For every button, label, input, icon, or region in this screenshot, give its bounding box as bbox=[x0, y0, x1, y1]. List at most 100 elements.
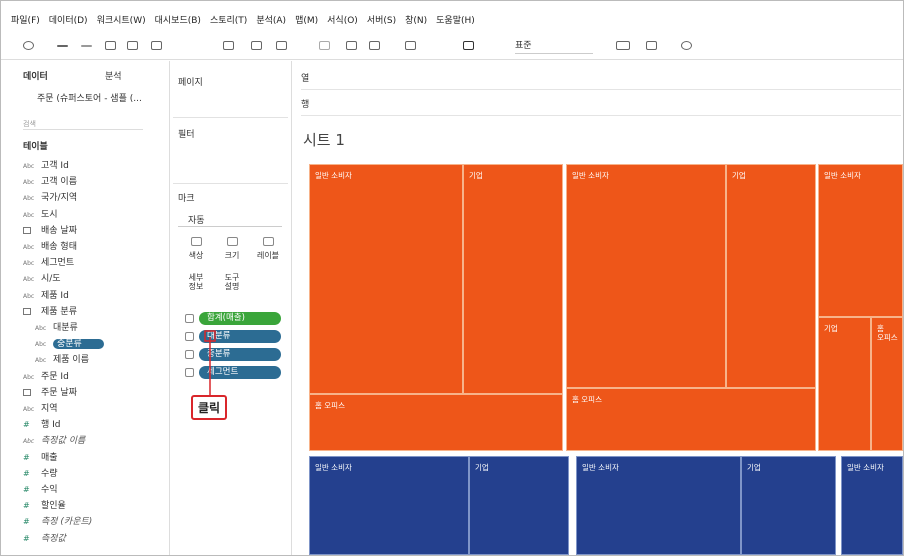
treemap-cell[interactable]: 일반 소비자 bbox=[309, 456, 469, 555]
presentation-button[interactable] bbox=[646, 41, 657, 50]
analysis-tab[interactable]: 분석 bbox=[105, 72, 122, 82]
treemap-cell[interactable]: 일반 소비자 bbox=[576, 456, 741, 555]
treemap-cell[interactable]: 홈 오피스 bbox=[309, 394, 563, 451]
field-row[interactable]: Abc 대분류 bbox=[35, 321, 78, 335]
field-type: Abc bbox=[23, 373, 35, 381]
treemap-cell[interactable]: 기업 bbox=[469, 456, 569, 555]
show-cards-button[interactable] bbox=[616, 41, 630, 50]
new-sheet-button[interactable] bbox=[151, 41, 162, 50]
field-name: 주문 Id bbox=[41, 371, 69, 382]
sort-asc-button[interactable] bbox=[346, 41, 357, 50]
label-button[interactable] bbox=[463, 41, 474, 50]
pill-icon bbox=[185, 350, 194, 359]
pages-card: 페이지 bbox=[173, 67, 288, 118]
pill[interactable]: 중분류 bbox=[199, 348, 281, 361]
menu-item[interactable]: 분석(A) bbox=[256, 16, 287, 26]
pill[interactable]: 세그먼트 bbox=[199, 366, 281, 379]
field-row[interactable]: # 측정 (카운트) bbox=[23, 515, 92, 529]
treemap-cell[interactable]: 일반 소비자 bbox=[841, 456, 903, 555]
search-box[interactable]: 검색 bbox=[23, 119, 143, 130]
treemap-cell[interactable]: 기업 bbox=[463, 164, 563, 394]
menu-item[interactable]: 대시보드(B) bbox=[154, 16, 201, 26]
field-row[interactable]: # 행 Id bbox=[23, 418, 61, 432]
treemap-cell[interactable]: 홈 오피스 bbox=[871, 317, 903, 451]
field-row[interactable]: # 할인율 bbox=[23, 499, 66, 513]
mark-button[interactable]: 세부 정보 bbox=[188, 273, 204, 291]
treemap-label: 기업 bbox=[732, 171, 746, 180]
toolbar-icon[interactable] bbox=[319, 41, 330, 50]
field-row[interactable]: 배송 날짜 bbox=[23, 224, 77, 238]
field-row[interactable]: Abc 국가/지역 bbox=[23, 191, 77, 205]
field-type: Abc bbox=[23, 179, 35, 187]
field-type: Abc bbox=[23, 244, 35, 251]
field-name: 중분류 bbox=[53, 339, 104, 350]
menu-item[interactable]: 서식(O) bbox=[327, 16, 358, 26]
save-button[interactable] bbox=[105, 41, 116, 50]
field-name: 도시 bbox=[41, 209, 58, 220]
field-row[interactable]: Abc 고객 Id bbox=[23, 159, 69, 173]
treemap-cell[interactable]: 일반 소비자 bbox=[818, 164, 903, 317]
field-row[interactable]: # 측정값 bbox=[23, 532, 66, 546]
field-row[interactable]: Abc 제품 이름 bbox=[35, 353, 89, 367]
mark-button[interactable]: 색상 bbox=[188, 251, 204, 260]
menu-item[interactable]: 데이터(D) bbox=[48, 16, 88, 26]
pill-icon bbox=[185, 314, 194, 323]
field-row[interactable]: Abc 고객 이름 bbox=[23, 175, 77, 189]
field-row[interactable]: Abc 중분류 bbox=[35, 337, 104, 351]
treemap-cell[interactable]: 기업 bbox=[741, 456, 836, 555]
field-row[interactable]: Abc 제품 Id bbox=[23, 289, 69, 303]
treemap-cell[interactable]: 홈 오피스 bbox=[566, 388, 816, 451]
menu-item[interactable]: 도움말(H) bbox=[436, 16, 475, 26]
field-row[interactable]: # 수량 bbox=[23, 467, 58, 481]
new-datasource-button[interactable] bbox=[127, 41, 138, 50]
mark-button[interactable]: 레이블 bbox=[256, 251, 280, 260]
toolbar-icon[interactable] bbox=[276, 41, 287, 50]
field-row[interactable]: Abc 주문 Id bbox=[23, 370, 69, 384]
menu-item[interactable]: 맵(M) bbox=[295, 16, 319, 26]
format-dropdown[interactable]: 표준 bbox=[515, 39, 593, 54]
menu-item[interactable]: 서버(S) bbox=[366, 16, 397, 26]
treemap-cell[interactable]: 기업 bbox=[726, 164, 816, 388]
field-row[interactable]: 제품 분류 bbox=[23, 305, 77, 319]
sort-desc-button[interactable] bbox=[369, 41, 380, 50]
field-type: Abc bbox=[35, 357, 47, 365]
mark-type-dropdown[interactable]: 자동 bbox=[178, 213, 282, 227]
data-tab[interactable]: 데이터 bbox=[23, 72, 48, 82]
treemap-cell[interactable]: 일반 소비자 bbox=[309, 164, 463, 394]
mark-button[interactable]: 도구 설명 bbox=[224, 273, 240, 291]
field-row[interactable]: Abc 세그먼트 bbox=[23, 256, 74, 270]
highlight-button[interactable] bbox=[405, 41, 416, 50]
toolbar-icon[interactable] bbox=[23, 41, 34, 50]
field-row[interactable]: Abc 측정값 이름 bbox=[23, 434, 85, 448]
field-row[interactable]: Abc 배송 형태 bbox=[23, 240, 77, 254]
toolbar-icon[interactable] bbox=[223, 41, 234, 50]
field-row[interactable]: # 수익 bbox=[23, 483, 58, 497]
data-source[interactable]: 주문 (슈퍼스토어 - 샘플 (... bbox=[37, 94, 142, 104]
share-button[interactable] bbox=[681, 41, 692, 50]
field-row[interactable]: 주문 날짜 bbox=[23, 386, 77, 400]
pages-title: 페이지 bbox=[178, 78, 203, 88]
menu-item[interactable]: 창(N) bbox=[405, 16, 428, 26]
field-type: Abc bbox=[23, 211, 35, 219]
pill[interactable]: 합계(매출) bbox=[199, 312, 281, 325]
field-row[interactable]: Abc 지역 bbox=[23, 402, 58, 416]
back-button[interactable] bbox=[57, 45, 68, 47]
toolbar-icon[interactable] bbox=[251, 41, 262, 50]
menu-item[interactable]: 스토리(T) bbox=[209, 16, 248, 26]
filters-title: 필터 bbox=[178, 130, 195, 140]
field-row[interactable]: Abc 도시 bbox=[23, 208, 58, 222]
mark-button[interactable]: 크기 bbox=[224, 251, 240, 260]
treemap-cell[interactable]: 일반 소비자 bbox=[566, 164, 726, 388]
treemap-label: 홈 오피스 bbox=[877, 324, 898, 342]
pill[interactable]: 대분류 bbox=[199, 330, 281, 343]
forward-button[interactable] bbox=[81, 45, 92, 47]
menu-item[interactable]: 워크시트(W) bbox=[96, 16, 146, 26]
field-name: 주문 날짜 bbox=[41, 387, 77, 398]
field-type: # bbox=[23, 468, 30, 478]
treemap-cell[interactable]: 기업 bbox=[818, 317, 871, 451]
field-row[interactable]: # 매출 bbox=[23, 451, 58, 465]
field-row[interactable]: Abc 시/도 bbox=[23, 272, 61, 286]
field-type: # bbox=[23, 452, 30, 462]
field-name: 매출 bbox=[41, 452, 58, 463]
menu-item[interactable]: 파일(F) bbox=[11, 16, 40, 26]
